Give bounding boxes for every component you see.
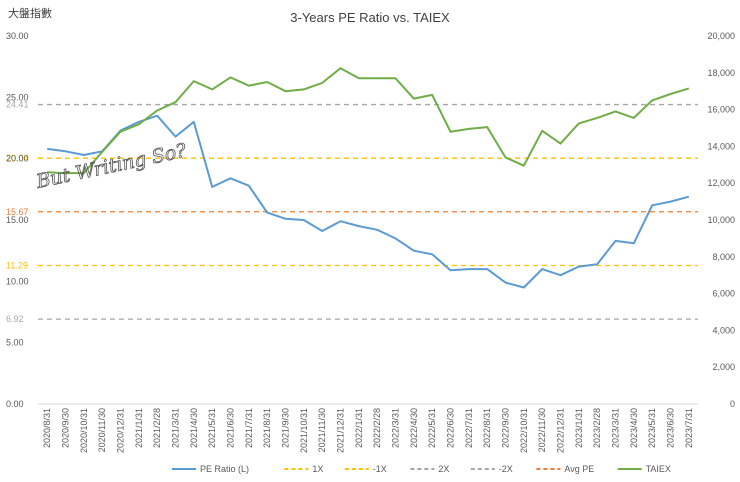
legend-item: 1X xyxy=(284,464,323,474)
x-tick-label: 2020/10/31 xyxy=(79,408,89,453)
y-right-tick-label: 10,000 xyxy=(707,215,735,225)
x-tick-label: 2020/11/30 xyxy=(97,408,107,452)
y-right-tick-label: 16,000 xyxy=(707,105,735,115)
y-left-tick-label: 0.00 xyxy=(6,399,24,409)
x-tick-label: 2023/1/31 xyxy=(574,408,584,448)
x-tick-label: 2021/2/28 xyxy=(152,408,162,448)
x-tick-label: 2022/12/31 xyxy=(556,408,566,453)
y-left-tick-label: 5.00 xyxy=(6,338,24,348)
x-tick-label: 2021/1/31 xyxy=(134,408,144,448)
series-lines xyxy=(47,67,690,289)
legend-label: TAIEX xyxy=(646,464,671,474)
y-left-tick-label: 20.00 xyxy=(6,154,29,164)
reference-line-label: 11.29 xyxy=(6,261,28,271)
x-tick-label: 2022/1/31 xyxy=(354,408,364,448)
reference-line-label: 24.41 xyxy=(6,100,29,110)
legend-label: Avg PE xyxy=(564,464,594,474)
corner-label: 大盤指數 xyxy=(8,6,52,20)
x-tick-label: 2021/9/30 xyxy=(281,408,291,448)
x-tick-label: 2022/3/31 xyxy=(391,408,401,448)
reference-labels: 24.41 20.04 15.67 11.29 6.92 xyxy=(6,100,29,325)
y-tick-labels: 0.00 5.00 10.00 15.00 20.00 25.00 30.00 0 2,000 4… xyxy=(6,31,735,409)
x-tick-label: 2020/9/30 xyxy=(61,408,71,448)
series-line-taiex xyxy=(47,67,690,175)
x-tick-label: 2022/9/30 xyxy=(501,408,511,448)
legend-label: -2X xyxy=(499,464,513,474)
x-tick-label: 2021/11/30 xyxy=(317,408,327,452)
x-tick-label: 2023/6/30 xyxy=(666,408,676,448)
x-tick-label: 2022/2/28 xyxy=(372,408,382,448)
x-tick-label: 2021/5/31 xyxy=(207,408,217,448)
y-left-tick-label: 30.00 xyxy=(6,31,29,41)
x-tick-label: 2022/6/30 xyxy=(446,408,456,448)
x-tick-label: 2022/8/31 xyxy=(482,408,492,448)
reference-line-label: 6.92 xyxy=(6,314,24,324)
y-right-tick-label: 0 xyxy=(730,399,735,409)
y-right-tick-label: 12,000 xyxy=(707,178,735,188)
legend-item: -2X xyxy=(470,464,513,474)
legend-label: 2X xyxy=(438,464,449,474)
x-tick-label: 2021/10/31 xyxy=(299,408,309,453)
legend-item: -1X xyxy=(344,464,387,474)
x-tick-label: 2021/6/30 xyxy=(226,408,236,448)
y-right-tick-label: 14,000 xyxy=(707,141,735,151)
x-tick-label: 2023/4/30 xyxy=(629,408,639,448)
x-tick-label: 2022/10/31 xyxy=(519,408,529,453)
x-tick-label: 2020/8/31 xyxy=(42,408,52,448)
y-right-tick-label: 20,000 xyxy=(707,31,735,41)
legend-item: PE Ratio (L) xyxy=(172,464,249,474)
y-left-tick-label: 25.00 xyxy=(6,92,29,102)
x-tick-label: 2021/3/31 xyxy=(171,408,181,448)
x-tick-label: 2023/7/31 xyxy=(684,408,694,448)
x-tick-label: 2023/5/31 xyxy=(647,408,657,448)
y-right-tick-label: 18,000 xyxy=(707,68,735,78)
x-tick-label: 2023/3/31 xyxy=(611,408,621,448)
y-right-tick-label: 8,000 xyxy=(712,252,735,262)
reference-line-label: 15.67 xyxy=(6,207,29,217)
x-tick-label: 2021/4/30 xyxy=(189,408,199,448)
x-tick-label: 2023/2/28 xyxy=(592,408,602,448)
x-tick-label: 2020/12/31 xyxy=(116,408,126,453)
x-tick-label: 2022/7/31 xyxy=(464,408,474,448)
x-tick-label: 2021/12/31 xyxy=(336,408,346,453)
y-left-tick-label: 10.00 xyxy=(6,276,29,286)
legend-item: TAIEX xyxy=(617,464,671,474)
handwritten-watermark: But Writing So? xyxy=(33,139,189,193)
y-right-tick-label: 6,000 xyxy=(712,289,735,299)
chart-title: 3-Years PE Ratio vs. TAIEX xyxy=(290,10,450,25)
legend-item: 2X xyxy=(410,464,449,474)
x-tick-label: 2021/8/31 xyxy=(262,408,272,448)
reference-lines xyxy=(38,103,698,320)
legend-label: 1X xyxy=(312,464,323,474)
legend-label: -1X xyxy=(373,464,387,474)
legend-item: Avg PE xyxy=(536,464,594,474)
x-tick-labels: 2020/8/31 2020/9/30 2020/10/31 2020/11/30 20… xyxy=(42,408,694,453)
y-right-tick-label: 2,000 xyxy=(712,362,735,372)
y-left-tick-label: 15.00 xyxy=(6,215,29,225)
legend-label: PE Ratio (L) xyxy=(200,464,249,474)
reference-line-label: 20.04 xyxy=(6,153,29,163)
series-line-pe-ratio-l- xyxy=(47,114,690,289)
x-tick-label: 2021/7/31 xyxy=(244,408,254,448)
x-tick-label: 2022/11/30 xyxy=(537,408,547,452)
x-tick-label: 2022/5/31 xyxy=(427,408,437,448)
legend: PE Ratio (L) 1X -1X 2X -2X Avg PE TAIEX xyxy=(172,464,671,474)
y-right-tick-label: 4,000 xyxy=(712,325,735,335)
x-tick-label: 2022/4/30 xyxy=(409,408,419,448)
